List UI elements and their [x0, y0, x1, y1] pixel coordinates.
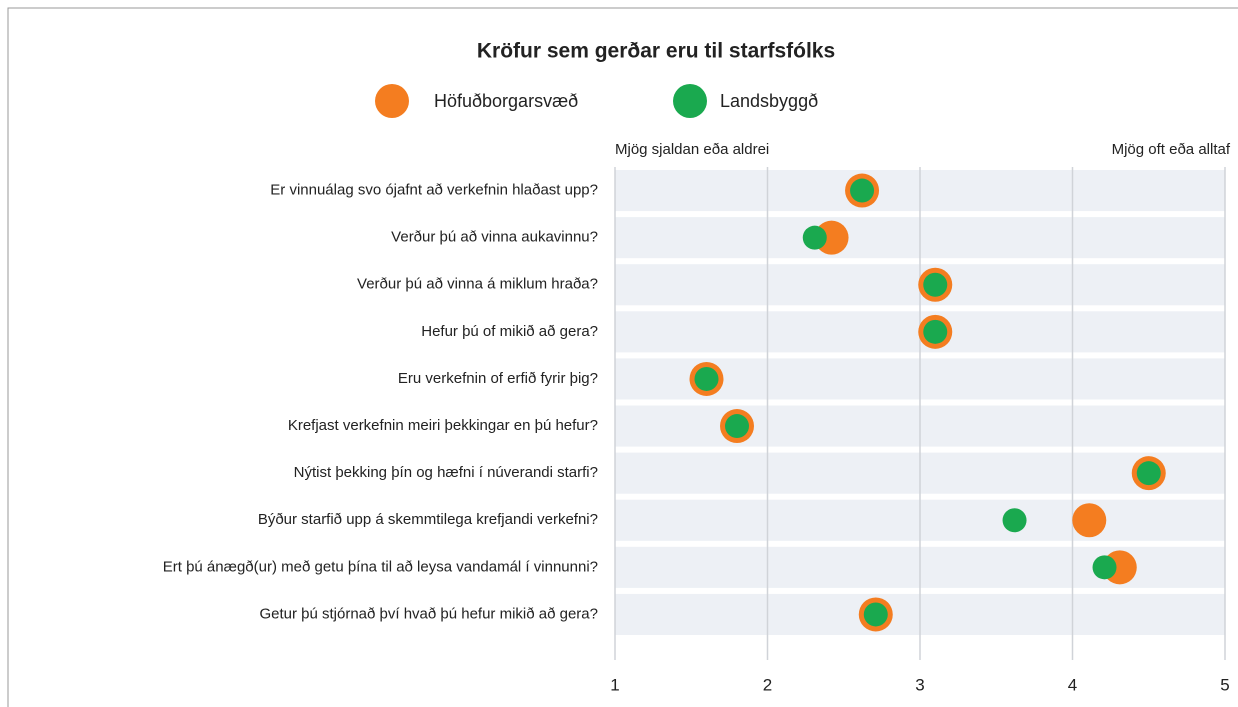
dot: [923, 272, 948, 297]
dot: [1002, 508, 1027, 533]
dot: [694, 366, 719, 391]
legend-marker: [375, 84, 409, 118]
dot: [923, 319, 948, 344]
y-tick-label: Er vinnuálag svo ójafnt að verkefnin hla…: [270, 182, 598, 199]
x-tick-label: 2: [763, 675, 772, 694]
y-tick-label: Verður þú að vinna aukavinnu?: [391, 229, 598, 246]
legend-label: Landsbyggð: [720, 91, 818, 111]
y-tick-label: Býður starfið upp á skemmtilega krefjand…: [258, 511, 598, 528]
chart-title: Kröfur sem gerðar eru til starfsfólks: [477, 40, 835, 63]
dot: [850, 178, 875, 203]
dot: [863, 602, 888, 627]
y-tick-label: Verður þú að vinna á miklum hraða?: [357, 276, 598, 293]
dot: [725, 414, 749, 439]
annotation: Mjög sjaldan eða aldrei: [615, 141, 769, 158]
y-tick-label: Getur þú stjórnað því hvað þú hefur miki…: [259, 605, 598, 622]
dot: [802, 225, 827, 250]
x-tick-label: 1: [610, 675, 619, 694]
dot: [1092, 555, 1117, 580]
dot: [1136, 461, 1161, 486]
legend-marker: [673, 84, 707, 118]
y-tick-label: Ert þú ánægð(ur) með getu þína til að le…: [163, 558, 598, 575]
y-tick-label: Eru verkefnin of erfið fyrir þig?: [398, 370, 598, 387]
dot: [1072, 503, 1107, 538]
legend-label: Höfuðborgarsvæð: [434, 91, 578, 111]
chart-border: [7, 7, 1238, 707]
y-tick-label: Nýtist þekking þín og hæfni í núverandi …: [294, 464, 598, 481]
x-tick-label: 4: [1068, 675, 1077, 694]
x-tick-label: 3: [915, 675, 924, 694]
y-tick-label: Krefjast verkefnin meiri þekkingar en þú…: [288, 417, 598, 434]
y-tick-label: Hefur þú of mikið að gera?: [421, 323, 598, 340]
annotation: Mjög oft eða alltaf: [1112, 141, 1231, 158]
x-tick-label: 5: [1220, 675, 1229, 694]
